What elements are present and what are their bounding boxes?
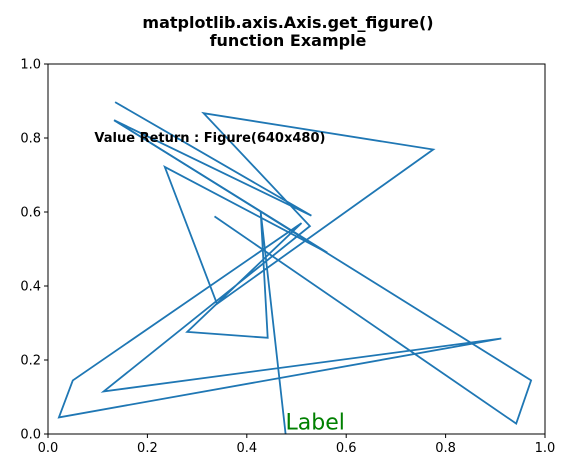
y-tick-label: 0.2: [20, 354, 41, 369]
value-return-annotation: Value Return : Figure(640x480): [94, 131, 325, 146]
series-line-1: [113, 119, 533, 426]
x-tick-label: 0.2: [137, 441, 158, 456]
y-tick-label: 0.6: [20, 206, 41, 221]
series-line-0: [57, 101, 502, 435]
axes-frame: [47, 63, 546, 435]
x-axis: 0.0 0.2 0.4 0.6 0.8 1.0: [38, 434, 556, 456]
y-tick-label: 0.8: [20, 132, 41, 147]
plot-lines: [57, 101, 533, 435]
x-tick-label: 1.0: [535, 441, 556, 456]
x-tick-label: 0.8: [435, 441, 456, 456]
y-axis: 0.0 0.2 0.4 0.6 0.8 1.0: [20, 58, 48, 443]
label-annotation: Label: [286, 410, 345, 435]
y-tick-label: 0.0: [20, 428, 41, 443]
x-tick-label: 0.0: [38, 441, 59, 456]
x-tick-label: 0.4: [236, 441, 257, 456]
x-tick-label: 0.6: [336, 441, 357, 456]
chart-title-line-2: function Example: [210, 31, 367, 50]
y-tick-label: 1.0: [20, 58, 41, 73]
y-tick-label: 0.4: [20, 280, 41, 295]
chart-title-line-1: matplotlib.axis.Axis.get_figure(): [142, 13, 433, 32]
